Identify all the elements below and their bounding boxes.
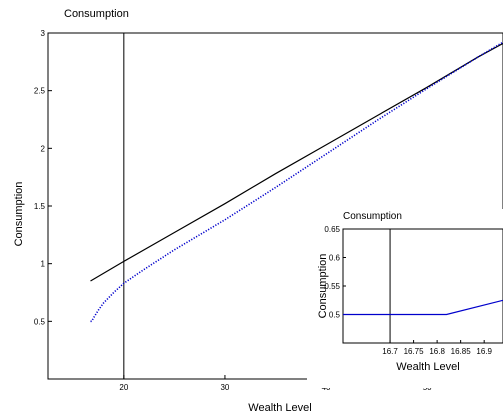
inset-x-tick-label: 16.8 [429, 347, 445, 356]
main-chart-title: Consumption [64, 8, 129, 20]
inset-chart-title: Consumption [343, 211, 402, 222]
inset-x-tick-label: 16.85 [451, 347, 472, 356]
inset-y-axis-label: Consumption [317, 254, 329, 319]
inset-y-tick-label: 0.5 [329, 311, 341, 320]
main-y-tick-label: 2 [41, 144, 46, 153]
main-y-tick-label: 3 [41, 29, 46, 38]
main-y-tick-label: 0.5 [34, 317, 46, 326]
main-x-tick-label: 20 [119, 383, 128, 392]
inset-x-tick-label: 16.75 [404, 347, 425, 356]
inset-y-tick-label: 0.6 [329, 254, 341, 263]
inset-x-tick-label: 16.9 [476, 347, 492, 356]
main-y-tick-label: 2.5 [34, 87, 46, 96]
inset-y-tick-label: 0.65 [324, 225, 340, 234]
main-y-tick-label: 1 [41, 260, 46, 269]
main-x-axis-label: Wealth Level [248, 402, 311, 414]
main-y-tick-label: 1.5 [34, 202, 46, 211]
main-y-axis-label: Consumption [13, 182, 25, 247]
inset-x-axis-label: Wealth Level [396, 361, 459, 373]
inset-x-tick-label: 16.7 [382, 347, 398, 356]
main-x-tick-label: 30 [220, 383, 229, 392]
